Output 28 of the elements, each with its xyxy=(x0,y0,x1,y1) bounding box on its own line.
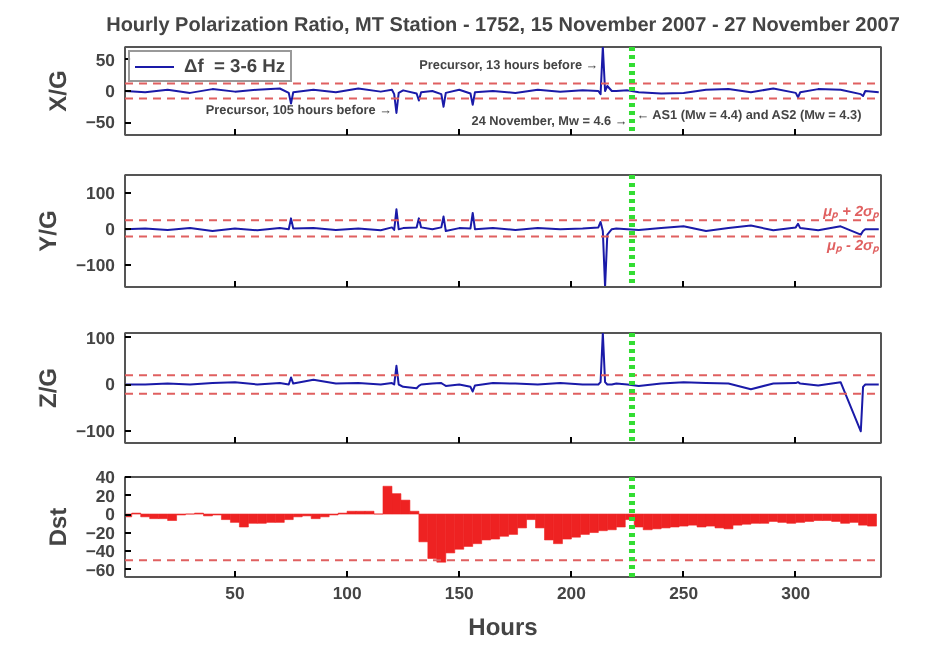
y-tick-label: −40 xyxy=(85,541,116,562)
y-axis-title: Y/G xyxy=(34,210,62,252)
x-tick-label: 150 xyxy=(444,583,475,603)
y-tick-label: 20 xyxy=(95,485,116,506)
y-axis-title: Z/G xyxy=(34,368,62,408)
x-tick-label: 250 xyxy=(669,583,699,603)
x-tick-label: 200 xyxy=(556,583,587,603)
y-tick-label: 40 xyxy=(95,467,116,487)
x-axis-title: Hours xyxy=(468,613,539,641)
y-tick-label: 0 xyxy=(105,81,116,101)
y-tick-label: 0 xyxy=(105,219,116,240)
y-tick-label: −100 xyxy=(76,255,116,276)
chart-title: Hourly Polarization Ratio, MT Station - 1752, 15 November 2007 - 27 November 2007 xyxy=(106,15,901,37)
legend-label: Δf = 3-6 Hz xyxy=(184,56,286,76)
y-axis-title: X/G xyxy=(43,70,72,112)
x-tick-label: 100 xyxy=(332,583,362,603)
y-tick-label: 0 xyxy=(105,504,116,525)
y-tick-label: −60 xyxy=(85,559,116,580)
y-tick-label: 50 xyxy=(95,49,116,70)
y-axis-title: Dst xyxy=(43,507,72,547)
y-tick-label: −100 xyxy=(76,421,116,442)
x-tick-label: 50 xyxy=(225,583,245,603)
y-tick-label: −20 xyxy=(85,522,116,543)
y-tick-label: 100 xyxy=(86,183,116,204)
x-tick-label: 300 xyxy=(781,583,811,603)
y-tick-label: −50 xyxy=(85,112,116,133)
y-tick-label: 100 xyxy=(86,327,116,348)
y-tick-label: 0 xyxy=(105,374,116,395)
